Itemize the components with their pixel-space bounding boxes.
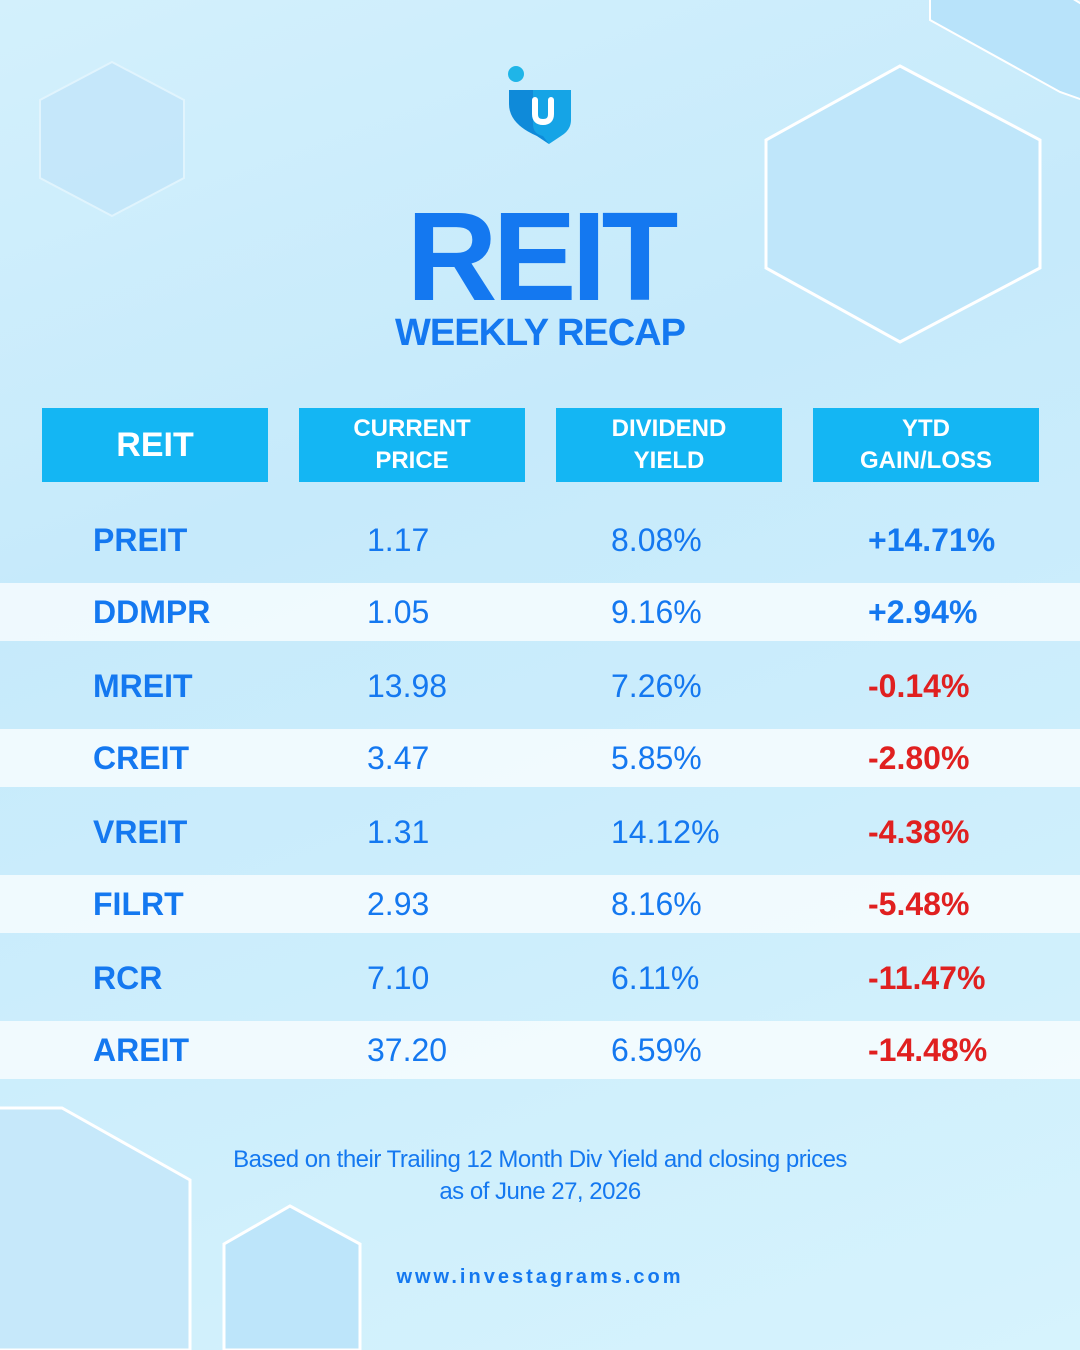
dividend-yield: 6.11%: [611, 959, 700, 996]
current-price: 13.98: [367, 667, 448, 704]
table-row: DDMPR 1.05 9.16% +2.94%: [0, 583, 1080, 641]
current-price: 3.47: [367, 740, 430, 776]
table-row: PREIT 1.17 8.08% +14.71%: [0, 503, 1080, 576]
column-header-label: DIVIDEND: [611, 415, 727, 442]
reit-name: MREIT: [93, 667, 193, 704]
ytd-gain-loss: -11.47%: [868, 959, 986, 996]
current-price: 1.17: [367, 521, 430, 558]
hexagon-decoration: [764, 64, 1042, 344]
current-price: 1.05: [367, 594, 430, 630]
footnote: Based on their Trailing 12 Month Div Yie…: [0, 1144, 1080, 1208]
ytd-gain-loss: +2.94%: [868, 594, 978, 630]
dividend-yield: 9.16%: [611, 594, 702, 630]
current-price: 7.10: [367, 959, 430, 996]
table-row: FILRT 2.93 8.16% -5.48%: [0, 875, 1080, 933]
current-price: 37.20: [367, 1032, 448, 1068]
column-header-ytd-gain-loss: YTD GAIN/LOSS: [813, 408, 1039, 482]
reit-name: VREIT: [93, 813, 188, 850]
dividend-yield: 7.26%: [611, 667, 702, 704]
ytd-gain-loss: +14.71%: [868, 521, 996, 558]
dividend-yield: 8.16%: [611, 886, 702, 922]
reit-name: PREIT: [93, 521, 188, 558]
dividend-yield: 6.59%: [611, 1032, 702, 1068]
website-link[interactable]: www.investagrams.com: [396, 1266, 684, 1288]
page-subtitle: WEEKLY RECAP: [395, 312, 686, 354]
table-row: CREIT 3.47 5.85% -2.80%: [0, 729, 1080, 787]
column-header-dividend-yield: DIVIDEND YIELD: [556, 408, 782, 482]
ytd-gain-loss: -4.38%: [868, 813, 970, 850]
reit-table-body: PREIT 1.17 8.08% +14.71% DDMPR 1.05 9.16…: [0, 503, 1080, 1087]
column-header-label: GAIN/LOSS: [859, 447, 992, 474]
ytd-gain-loss: -0.14%: [868, 667, 970, 704]
reit-name: FILRT: [93, 886, 184, 922]
column-header-label: YTD: [901, 415, 950, 442]
column-header-label: CURRENT: [353, 415, 471, 442]
table-row: MREIT 13.98 7.26% -0.14%: [0, 649, 1080, 722]
hexagon-decoration: [0, 1106, 192, 1350]
reit-name: DDMPR: [93, 594, 211, 630]
ytd-gain-loss: -5.48%: [868, 886, 970, 922]
dividend-yield: 5.85%: [611, 740, 702, 776]
footnote-line: Based on their Trailing 12 Month Div Yie…: [233, 1146, 847, 1173]
column-header-current-price: CURRENT PRICE: [299, 408, 525, 482]
investagrams-logo-icon: [508, 66, 571, 144]
hexagon-decoration: [39, 60, 185, 218]
ytd-gain-loss: -2.80%: [868, 740, 970, 776]
dividend-yield: 8.08%: [611, 521, 702, 558]
table-row: AREIT 37.20 6.59% -14.48%: [0, 1021, 1080, 1079]
reit-name: RCR: [93, 959, 163, 996]
current-price: 1.31: [367, 813, 430, 850]
dividend-yield: 14.12%: [611, 813, 720, 850]
column-header-label: PRICE: [375, 447, 449, 474]
footnote-line: as of June 27, 2026: [439, 1178, 641, 1205]
reit-name: CREIT: [93, 740, 189, 776]
reit-name: AREIT: [93, 1032, 189, 1068]
ytd-gain-loss: -14.48%: [868, 1032, 988, 1068]
page-title: REIT: [406, 186, 678, 327]
hexagon-decoration: [929, 0, 1080, 101]
current-price: 2.93: [367, 886, 430, 922]
table-row: VREIT 1.31 14.12% -4.38%: [0, 795, 1080, 868]
column-header-label: YIELD: [633, 447, 705, 474]
column-header-reit: REIT: [42, 408, 268, 482]
table-row: RCR 7.10 6.11% -11.47%: [0, 941, 1080, 1014]
hexagon-decoration: [222, 1204, 362, 1350]
column-header-label: REIT: [116, 425, 194, 464]
